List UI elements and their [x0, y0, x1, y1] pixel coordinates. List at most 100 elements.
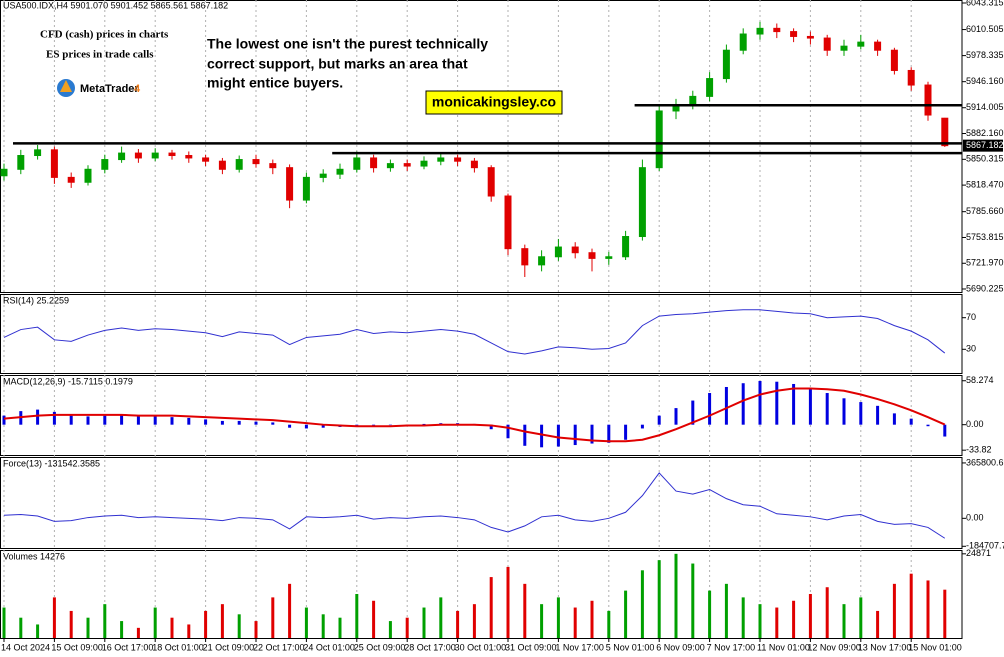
x-tick-label: 25 Oct 09:00 — [354, 642, 406, 652]
volume-bar — [153, 607, 157, 638]
macd-bar — [708, 393, 712, 425]
volume-bar — [405, 617, 409, 638]
y-tick-label: 5850.315 — [966, 154, 1004, 164]
volume-bar — [523, 583, 527, 638]
candle-body — [605, 256, 613, 259]
macd-bar — [187, 417, 191, 425]
macd-bar — [657, 415, 661, 425]
macd-bar — [36, 409, 40, 425]
candle-body — [0, 168, 8, 177]
candle-body — [638, 167, 646, 238]
candle-body — [269, 163, 277, 169]
macd-bar — [86, 416, 90, 425]
note: ES prices in trade calls — [46, 49, 154, 61]
x-tick-label: 6 Nov 09:00 — [656, 642, 705, 652]
note: CFD (cash) prices in charts — [40, 29, 169, 41]
indicator-line — [3, 472, 946, 539]
x-tick-label: 22 Oct 17:00 — [253, 642, 305, 652]
volume-bar — [2, 607, 6, 638]
y-tick-label: 5785.660 — [966, 206, 1004, 216]
candle-body — [168, 152, 176, 157]
volume-bar — [338, 617, 342, 638]
candle-body — [454, 157, 462, 162]
macd-bar — [926, 424, 930, 427]
volume-bar — [758, 604, 762, 638]
candle-body — [521, 248, 529, 266]
y-tick-label: 58.274 — [966, 375, 994, 385]
volume-bar — [321, 614, 325, 638]
candle-body — [890, 49, 898, 71]
candle-body — [118, 152, 126, 161]
volume-bar — [388, 621, 392, 638]
volume-bar — [36, 624, 40, 638]
candle-body — [554, 246, 562, 258]
volume-bar — [943, 589, 947, 638]
candle-body — [655, 110, 663, 169]
volume-bar — [472, 604, 476, 638]
y-tick-label: 5882.160 — [966, 128, 1004, 138]
logo-icon — [60, 80, 72, 92]
y-tick-label: 5914.005 — [966, 102, 1004, 112]
volume-bar — [187, 624, 191, 638]
volume-bar — [489, 577, 493, 638]
y-tick-label: 5946.160 — [966, 76, 1004, 86]
candle-body — [101, 159, 109, 170]
volume-bar — [674, 553, 678, 638]
y-tick-label: -184707.78 — [966, 541, 1004, 551]
macd-bar — [120, 414, 124, 425]
panel-frame — [0, 457, 963, 549]
y-tick-label: 5753.815 — [966, 232, 1004, 242]
candle-body — [790, 31, 798, 37]
macd-bar — [204, 419, 208, 425]
candle-body — [370, 157, 378, 169]
volume-bar — [926, 580, 930, 638]
volume-bar — [842, 604, 846, 638]
volume-bar — [69, 610, 73, 638]
candle-body — [571, 246, 579, 254]
x-tick-label: 5 Nov 01:00 — [606, 642, 655, 652]
x-tick-label: 28 Oct 17:00 — [404, 642, 456, 652]
macd-bar — [909, 418, 913, 425]
candle-body — [319, 173, 327, 178]
candle-body — [151, 152, 159, 159]
candle-body — [437, 157, 445, 162]
macd-bar — [691, 400, 695, 425]
panel-title: RSI(14) 25.2259 — [3, 295, 69, 305]
panel-frame — [0, 375, 963, 456]
y-tick-label: 0.00 — [966, 419, 984, 429]
macd-bar — [775, 381, 779, 425]
macd-bar — [573, 424, 577, 446]
volume-bar — [708, 590, 712, 638]
volume-bar — [271, 597, 275, 638]
marks-layer — [0, 21, 1003, 638]
volume-bar — [892, 583, 896, 638]
x-tick-label: 16 Oct 17:00 — [102, 642, 154, 652]
volume-bar — [640, 570, 644, 638]
volume-bar — [573, 607, 577, 638]
volume-bar — [876, 610, 880, 638]
logo-name: MetaTrader — [80, 83, 139, 95]
macd-bar — [808, 388, 812, 425]
macd-bar — [304, 424, 308, 429]
comment: correct support, but marks an area that — [207, 56, 468, 72]
volume-bar — [237, 614, 241, 638]
macd-bar — [876, 405, 880, 425]
macd-bar — [624, 424, 628, 440]
macd-bar — [825, 393, 829, 425]
x-tick-label: 18 Oct 01:00 — [152, 642, 204, 652]
macd-bar — [741, 383, 745, 425]
volume-bar — [825, 587, 829, 638]
volume-bar — [506, 566, 510, 638]
candle-body — [185, 155, 193, 159]
volume-bar — [775, 607, 779, 638]
macd-bar — [607, 424, 611, 443]
volume-bar — [691, 563, 695, 638]
y-tick-label: 6010.505 — [966, 24, 1004, 34]
volume-bar — [808, 594, 812, 638]
macd-bar — [237, 420, 241, 425]
candle-body — [470, 160, 478, 169]
y-tick-label: -33.82 — [966, 445, 992, 455]
y-tick-label: 5721.970 — [966, 258, 1004, 268]
x-tick-label: 24 Oct 01:00 — [303, 642, 355, 652]
